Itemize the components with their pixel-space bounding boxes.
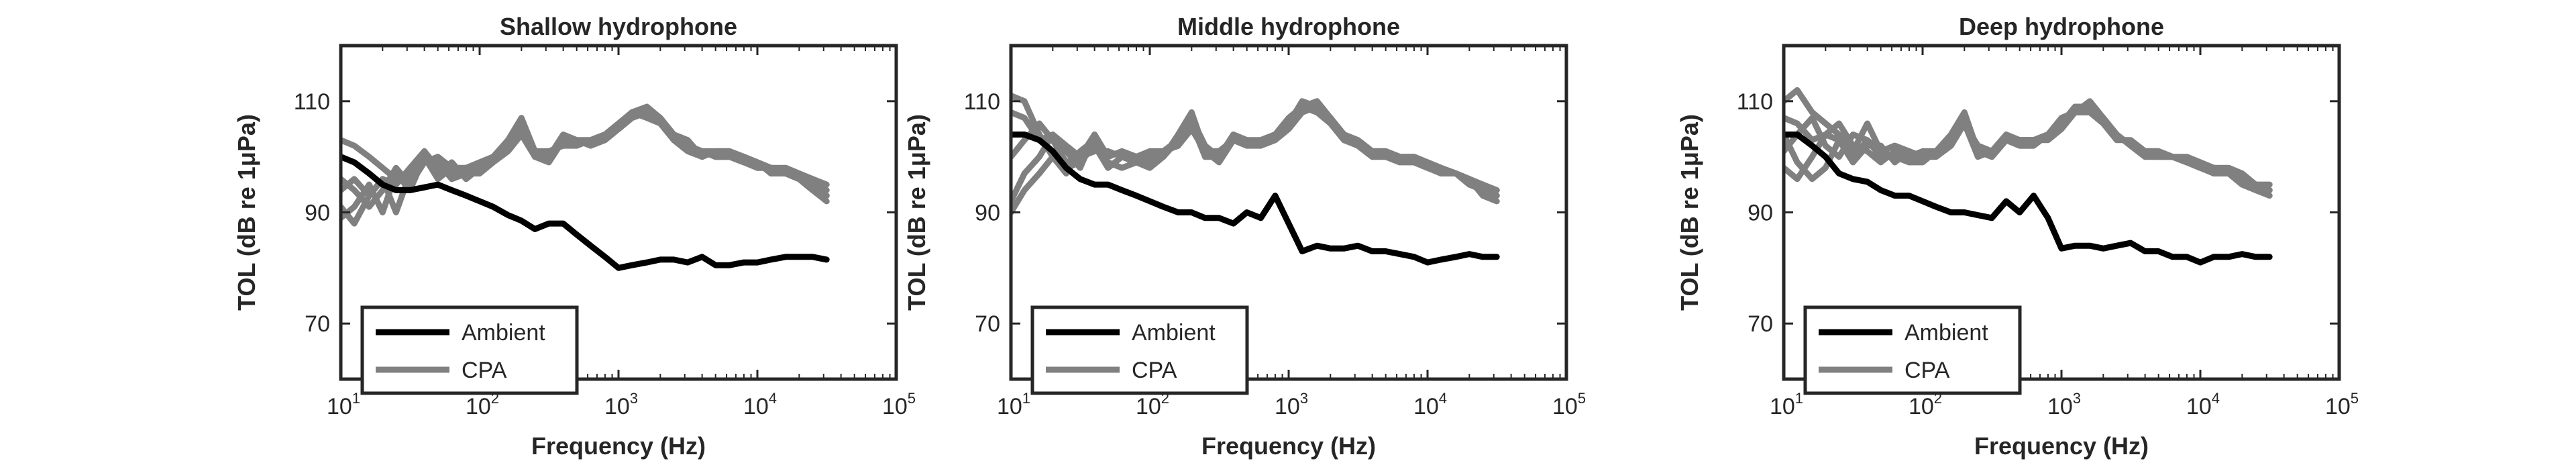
chart-deep-hydrophone-y-tick-label: 90 [1748, 201, 1773, 226]
chart-middle-hydrophone-y-tick-label: 70 [975, 311, 1000, 337]
chart-deep-hydrophone-legend: Ambient CPA [1803, 305, 2022, 395]
chart-shallow-hydrophone-title: Shallow hydrophone [500, 13, 737, 40]
chart-middle-hydrophone-x-axis-label: Frequency (Hz) [1201, 432, 1376, 460]
chart-middle-hydrophone-legend: Ambient CPA [1030, 305, 1249, 395]
chart-deep-hydrophone-legend-box [1803, 305, 2022, 395]
chart-shallow-hydrophone-x-tick-label: 103 [604, 390, 638, 419]
chart-middle-hydrophone-legend-label-ambient: Ambient [1132, 320, 1216, 346]
chart-deep-hydrophone-y-tick-label: 70 [1748, 311, 1773, 337]
chart-deep-hydrophone-x-tick-label: 104 [2186, 390, 2220, 419]
chart-deep-hydrophone-x-tick-label: 105 [2325, 390, 2359, 419]
chart-shallow-hydrophone-x-tick-label: 101 [327, 390, 360, 419]
chart-shallow-hydrophone-legend-box [360, 305, 579, 395]
chart-deep-hydrophone-x-axis-label: Frequency (Hz) [1974, 432, 2149, 460]
chart-middle-hydrophone-x-tick-label: 101 [997, 390, 1030, 419]
chart-shallow-hydrophone-y-tick-label: 110 [294, 89, 330, 115]
chart-deep-hydrophone-y-axis-label: TOL (dB re 1μPa) [1676, 114, 1703, 311]
chart-middle-hydrophone-axes-frame [1009, 44, 1568, 381]
chart-deep-hydrophone-legend-label-cpa: CPA [1904, 358, 1950, 383]
chart-deep-hydrophone-x-tick-label: 103 [2047, 390, 2081, 419]
chart-middle-hydrophone-series-ambient-line [1011, 132, 1500, 266]
chart-shallow-hydrophone-series-group [341, 103, 830, 271]
chart-shallow-hydrophone-legend-label-ambient: Ambient [462, 320, 545, 346]
chart-shallow-hydrophone-series-ambient-line [341, 154, 830, 271]
chart-shallow-hydrophone-legend: Ambient CPA [360, 305, 579, 395]
chart-shallow-hydrophone-x-axis-label: Frequency (Hz) [531, 432, 706, 460]
chart-deep-hydrophone-series-group [1784, 87, 2273, 266]
chart-deep-hydrophone-axes-frame [1782, 44, 2341, 381]
chart-deep-hydrophone-series-cpa-line-5 [1784, 109, 2273, 199]
chart-deep-hydrophone-series-ambient-line [1784, 132, 2273, 266]
chart-shallow-hydrophone-y-tick-label: 70 [305, 311, 330, 337]
chart-middle-hydrophone-series-cpa-line-5 [1011, 103, 1500, 199]
chart-shallow-hydrophone-y-axis-label: TOL (dB re 1μPa) [233, 114, 260, 311]
chart-middle-hydrophone-x-tick-label: 103 [1275, 390, 1308, 419]
chart-shallow-hydrophone-axes-frame [339, 44, 898, 381]
chart-middle-hydrophone-x-tick-label: 102 [1136, 390, 1169, 419]
chart-shallow-hydrophone-x-tick-label: 104 [743, 390, 777, 419]
chart-middle-hydrophone-legend-label-cpa: CPA [1132, 358, 1177, 383]
chart-middle-hydrophone-y-axis-label: TOL (dB re 1μPa) [903, 114, 930, 311]
chart-middle-hydrophone-legend-box [1030, 305, 1249, 395]
chart-deep-hydrophone-x-tick-label: 101 [1770, 390, 1803, 419]
chart-shallow-hydrophone-y-tick-label: 90 [305, 201, 330, 226]
chart-middle-hydrophone-x-tick-label: 105 [1552, 390, 1586, 419]
chart-middle-hydrophone-title: Middle hydrophone [1177, 13, 1400, 40]
chart-deep-hydrophone-title: Deep hydrophone [1959, 13, 2164, 40]
chart-deep-hydrophone-y-tick-label: 110 [1737, 89, 1773, 115]
chart-deep-hydrophone-series-cpa-line-4 [1784, 103, 2273, 193]
chart-deep-hydrophone-legend-label-ambient: Ambient [1904, 320, 1988, 346]
chart-middle-hydrophone-y-tick-label: 110 [964, 89, 1000, 115]
chart-middle-hydrophone-series-group [1011, 93, 1500, 266]
chart-middle-hydrophone: 101 102 103 104 105 70 90 110 Middle hydrophone F… [903, 13, 1586, 460]
chart-shallow-hydrophone-series-cpa-line-5 [341, 109, 830, 210]
chart-middle-hydrophone-y-tick-label: 90 [975, 201, 1000, 226]
chart-middle-hydrophone-x-tick-label: 104 [1413, 390, 1447, 419]
chart-shallow-hydrophone-legend-label-cpa: CPA [462, 358, 507, 383]
chart-shallow-hydrophone-x-tick-label: 105 [882, 390, 916, 419]
